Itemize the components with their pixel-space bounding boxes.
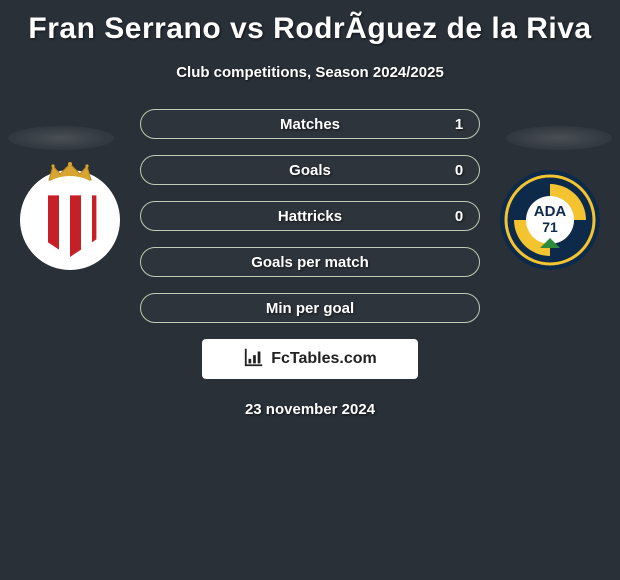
stat-label: Goals per match — [181, 254, 439, 271]
date-text: 23 november 2024 — [0, 401, 620, 418]
stat-label: Matches — [181, 116, 439, 133]
stats-list: Matches1Goals0Hattricks0Goals per matchM… — [140, 109, 480, 323]
stat-row: Min per goal — [140, 293, 480, 323]
svg-text:71: 71 — [542, 219, 558, 235]
chart-icon — [243, 346, 265, 373]
stat-right-value: 0 — [439, 162, 479, 179]
stat-row: Goals0 — [140, 155, 480, 185]
crest-left-shield — [26, 176, 114, 264]
team-crest-left — [20, 170, 120, 270]
crest-left-shadow — [8, 126, 114, 150]
comparison-card: Fran Serrano vs RodrÃ­guez de la Riva Cl… — [0, 0, 620, 580]
stat-row: Goals per match — [140, 247, 480, 277]
crest-right-badge: ADA 71 — [500, 170, 600, 270]
stat-right-value: 1 — [439, 116, 479, 133]
attribution-badge: FcTables.com — [202, 339, 418, 379]
crest-right-shadow — [506, 126, 612, 150]
stat-label: Hattricks — [181, 208, 439, 225]
stat-row: Hattricks0 — [140, 201, 480, 231]
team-crest-right: ADA 71 — [500, 170, 600, 270]
stat-label: Min per goal — [181, 300, 439, 317]
attribution-text: FcTables.com — [271, 350, 377, 368]
stat-row: Matches1 — [140, 109, 480, 139]
page-title: Fran Serrano vs RodrÃ­guez de la Riva — [0, 0, 620, 46]
svg-text:ADA: ADA — [534, 203, 567, 220]
stat-right-value: 0 — [439, 208, 479, 225]
stat-label: Goals — [181, 162, 439, 179]
subtitle: Club competitions, Season 2024/2025 — [0, 64, 620, 81]
crest-left-stripes — [26, 176, 114, 264]
